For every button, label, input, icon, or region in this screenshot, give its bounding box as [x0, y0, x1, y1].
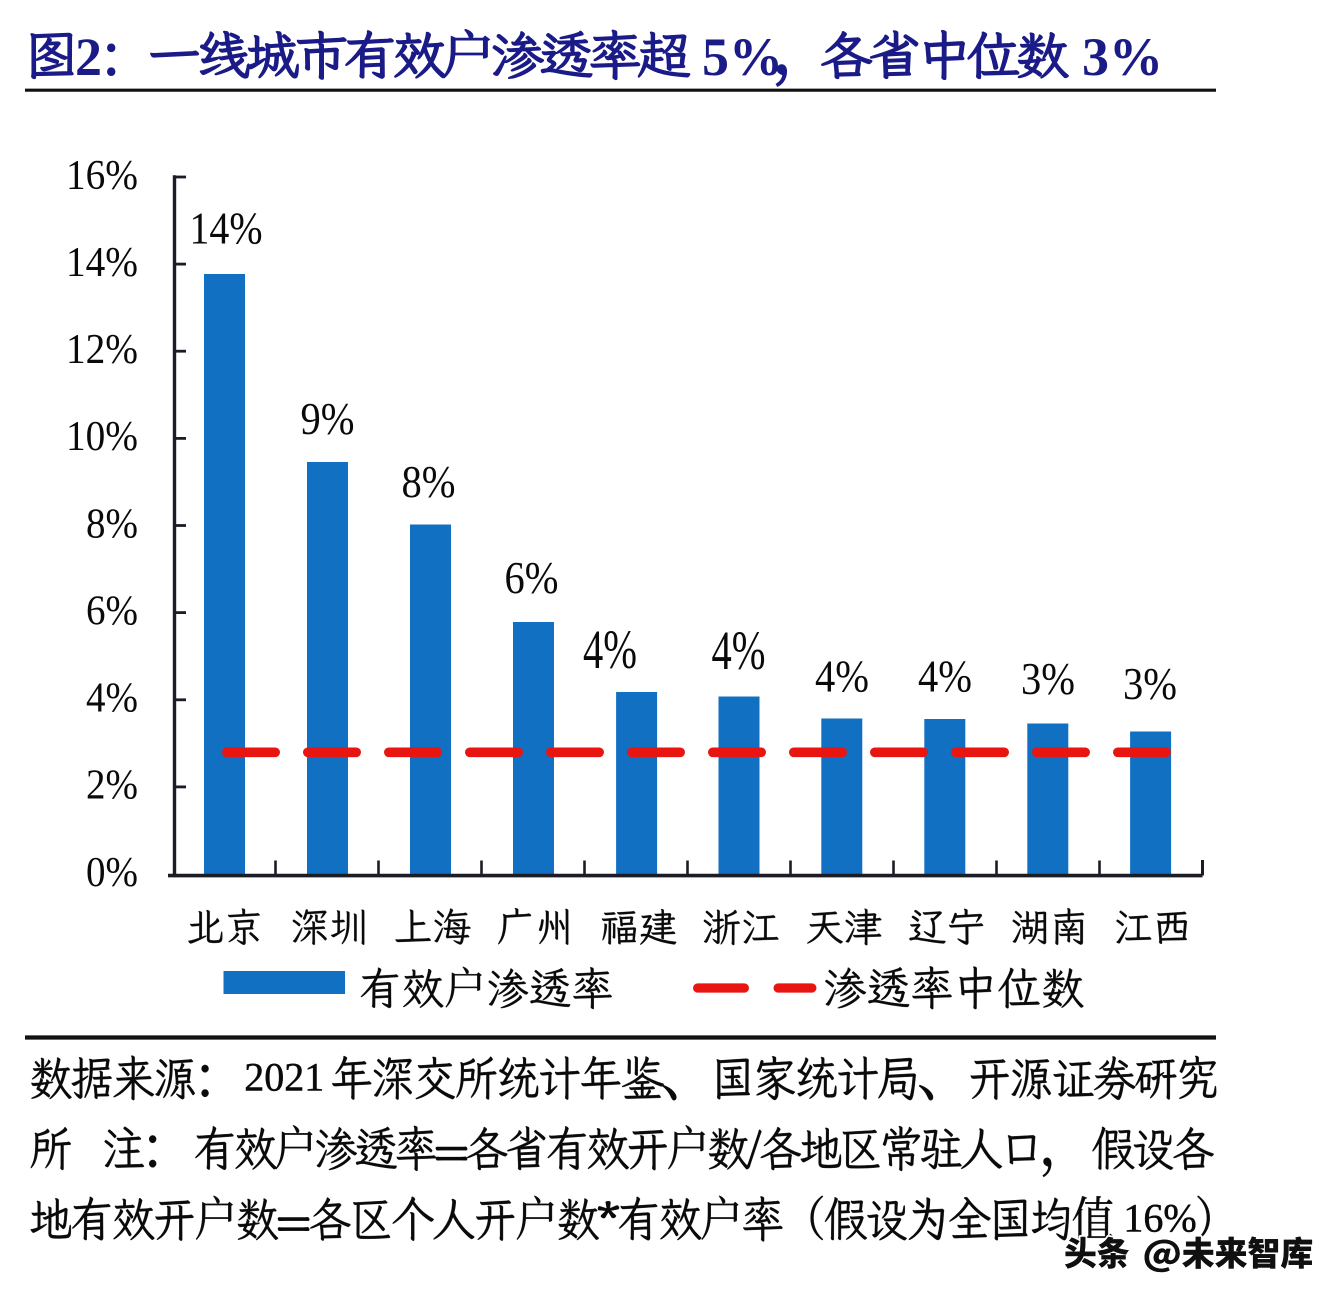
svg-text:2021: 2021: [244, 1055, 324, 1100]
svg-text:0%: 0%: [86, 850, 138, 896]
svg-text:4%: 4%: [583, 619, 637, 680]
svg-text:8%: 8%: [86, 501, 138, 547]
svg-text:3%: 3%: [1021, 654, 1075, 704]
svg-text:4%: 4%: [86, 676, 138, 722]
svg-text:9%: 9%: [301, 394, 355, 444]
svg-text:14%: 14%: [66, 240, 138, 286]
svg-text:4%: 4%: [918, 652, 972, 702]
svg-text:8%: 8%: [402, 457, 456, 507]
svg-text:2%: 2%: [86, 763, 138, 809]
svg-text:3%: 3%: [1123, 659, 1177, 709]
svg-text:12%: 12%: [66, 327, 138, 373]
svg-text:6%: 6%: [505, 553, 559, 603]
svg-text:5%: 5%: [702, 27, 783, 87]
svg-text:4%: 4%: [815, 652, 869, 702]
svg-text:10%: 10%: [66, 414, 138, 460]
svg-text:16%: 16%: [66, 153, 138, 199]
svg-text:4%: 4%: [712, 620, 766, 681]
svg-text:6%: 6%: [86, 588, 138, 634]
svg-text:3%: 3%: [1082, 27, 1163, 87]
svg-text:2: 2: [75, 27, 102, 87]
svg-text:14%: 14%: [190, 204, 263, 254]
svg-text:16%: 16%: [1123, 1196, 1196, 1241]
